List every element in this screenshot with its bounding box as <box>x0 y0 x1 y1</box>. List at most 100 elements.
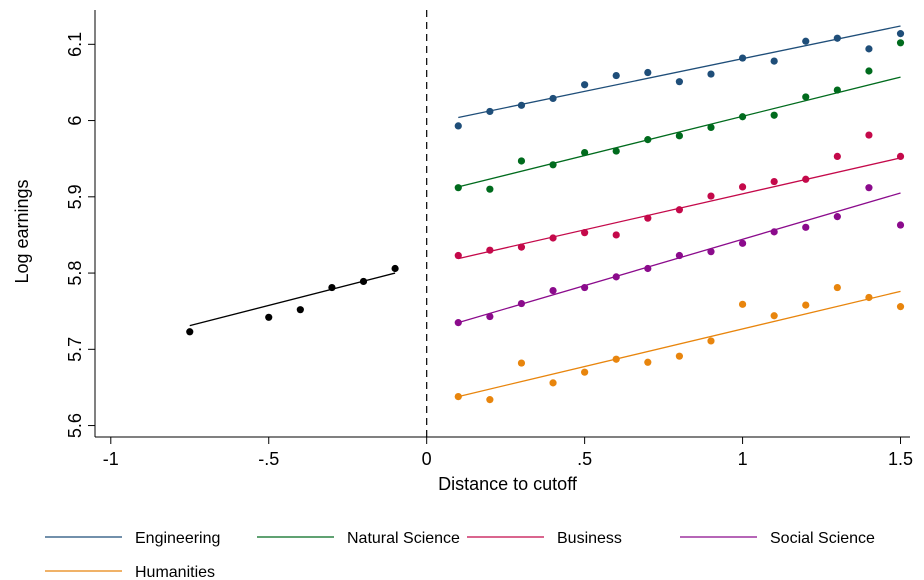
point-business <box>675 206 683 214</box>
point-humanities <box>738 300 747 308</box>
legend-label-natural-science: Natural Science <box>347 530 460 547</box>
point-social-science <box>738 239 747 247</box>
point-engineering <box>896 30 905 38</box>
point-business <box>581 229 589 237</box>
point-below-cutoff <box>328 283 336 292</box>
y-tick-label: 5.9 <box>65 184 85 209</box>
x-tick-label: 0 <box>422 449 432 469</box>
point-humanities <box>675 352 683 360</box>
point-engineering <box>644 68 652 77</box>
point-humanities <box>770 312 778 320</box>
point-natural-science <box>707 123 715 132</box>
point-engineering <box>517 101 526 109</box>
point-engineering <box>833 34 841 42</box>
point-humanities <box>896 303 905 311</box>
point-humanities <box>612 355 620 363</box>
point-humanities <box>549 379 557 387</box>
legend-label-social-science: Social Science <box>770 530 875 547</box>
point-engineering <box>738 54 747 62</box>
point-humanities <box>707 337 715 345</box>
point-business <box>896 152 905 160</box>
point-engineering <box>802 37 810 45</box>
point-engineering <box>612 71 620 80</box>
point-engineering <box>549 94 557 103</box>
point-business <box>738 183 747 191</box>
point-engineering <box>581 81 589 89</box>
point-business <box>549 234 557 242</box>
point-social-science <box>770 228 778 236</box>
legend: Engineering Natural Science Business Social… <box>45 530 875 580</box>
plot-area <box>186 10 905 437</box>
point-below-cutoff <box>186 328 194 336</box>
point-humanities <box>581 368 589 376</box>
point-natural-science <box>644 136 652 144</box>
axes: -1 -.5 0 .5 1 1.5 5.6 5.7 5.8 5.9 6 6.1 <box>65 10 913 469</box>
point-business <box>644 214 652 222</box>
point-social-science <box>675 251 683 260</box>
y-tick-label: 6 <box>65 116 85 126</box>
y-tick-label: 6.1 <box>65 32 85 57</box>
point-natural-science <box>517 157 526 165</box>
point-natural-science <box>581 148 589 157</box>
fit-line-natural-science <box>458 76 901 188</box>
point-humanities <box>833 283 841 292</box>
point-social-science <box>644 264 652 273</box>
point-below-cutoff <box>359 277 368 286</box>
y-tick-label: 5.6 <box>65 413 85 438</box>
fit-line-humanities <box>458 290 901 398</box>
point-social-science <box>454 319 462 327</box>
x-tick-label: .5 <box>577 449 592 469</box>
y-tick-label: 5.8 <box>65 261 85 286</box>
point-humanities <box>486 396 494 404</box>
point-business <box>707 192 715 200</box>
x-tick-label: 1 <box>738 449 748 469</box>
point-engineering <box>707 70 715 78</box>
point-social-science <box>896 221 905 229</box>
point-business <box>454 251 462 260</box>
point-natural-science <box>486 185 494 193</box>
point-social-science <box>833 213 841 221</box>
point-social-science <box>802 223 810 231</box>
point-natural-science <box>833 86 841 94</box>
point-natural-science <box>738 113 747 121</box>
y-axis-title: Log earnings <box>12 179 32 283</box>
point-natural-science <box>896 39 905 47</box>
point-social-science <box>486 312 494 321</box>
point-engineering <box>486 107 494 116</box>
point-business <box>802 175 810 183</box>
point-social-science <box>865 184 873 192</box>
legend-label-humanities: Humanities <box>135 564 215 580</box>
point-natural-science <box>454 184 462 192</box>
point-social-science <box>612 273 620 281</box>
point-humanities <box>802 301 810 309</box>
legend-label-engineering: Engineering <box>135 530 220 547</box>
legend-label-business: Business <box>557 530 622 547</box>
x-tick-label: -1 <box>103 449 119 469</box>
point-humanities <box>517 359 526 367</box>
point-business <box>517 243 526 251</box>
point-business <box>865 131 873 139</box>
point-social-science <box>517 299 526 308</box>
point-social-science <box>707 248 715 256</box>
point-business <box>833 152 841 160</box>
point-below-cutoff <box>265 313 273 321</box>
point-engineering <box>865 45 873 53</box>
point-humanities <box>865 293 873 302</box>
x-axis-title: Distance to cutoff <box>438 474 578 494</box>
point-humanities <box>454 392 462 401</box>
point-business <box>486 246 494 254</box>
point-humanities <box>644 358 652 366</box>
x-tick-label: 1.5 <box>888 449 913 469</box>
point-below-cutoff <box>296 306 304 314</box>
point-natural-science <box>612 147 620 155</box>
point-engineering <box>675 78 683 86</box>
point-engineering <box>770 57 778 65</box>
y-tick-label: 5.7 <box>65 337 85 362</box>
point-natural-science <box>770 111 778 119</box>
x-tick-label: -.5 <box>258 449 279 469</box>
point-business <box>770 177 778 186</box>
point-business <box>612 231 620 239</box>
point-below-cutoff <box>391 264 399 273</box>
point-engineering <box>454 122 462 130</box>
